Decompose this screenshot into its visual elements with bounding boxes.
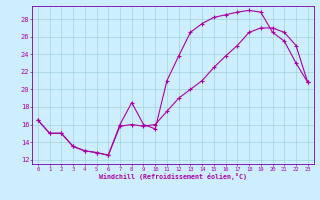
X-axis label: Windchill (Refroidissement éolien,°C): Windchill (Refroidissement éolien,°C) [99,173,247,180]
